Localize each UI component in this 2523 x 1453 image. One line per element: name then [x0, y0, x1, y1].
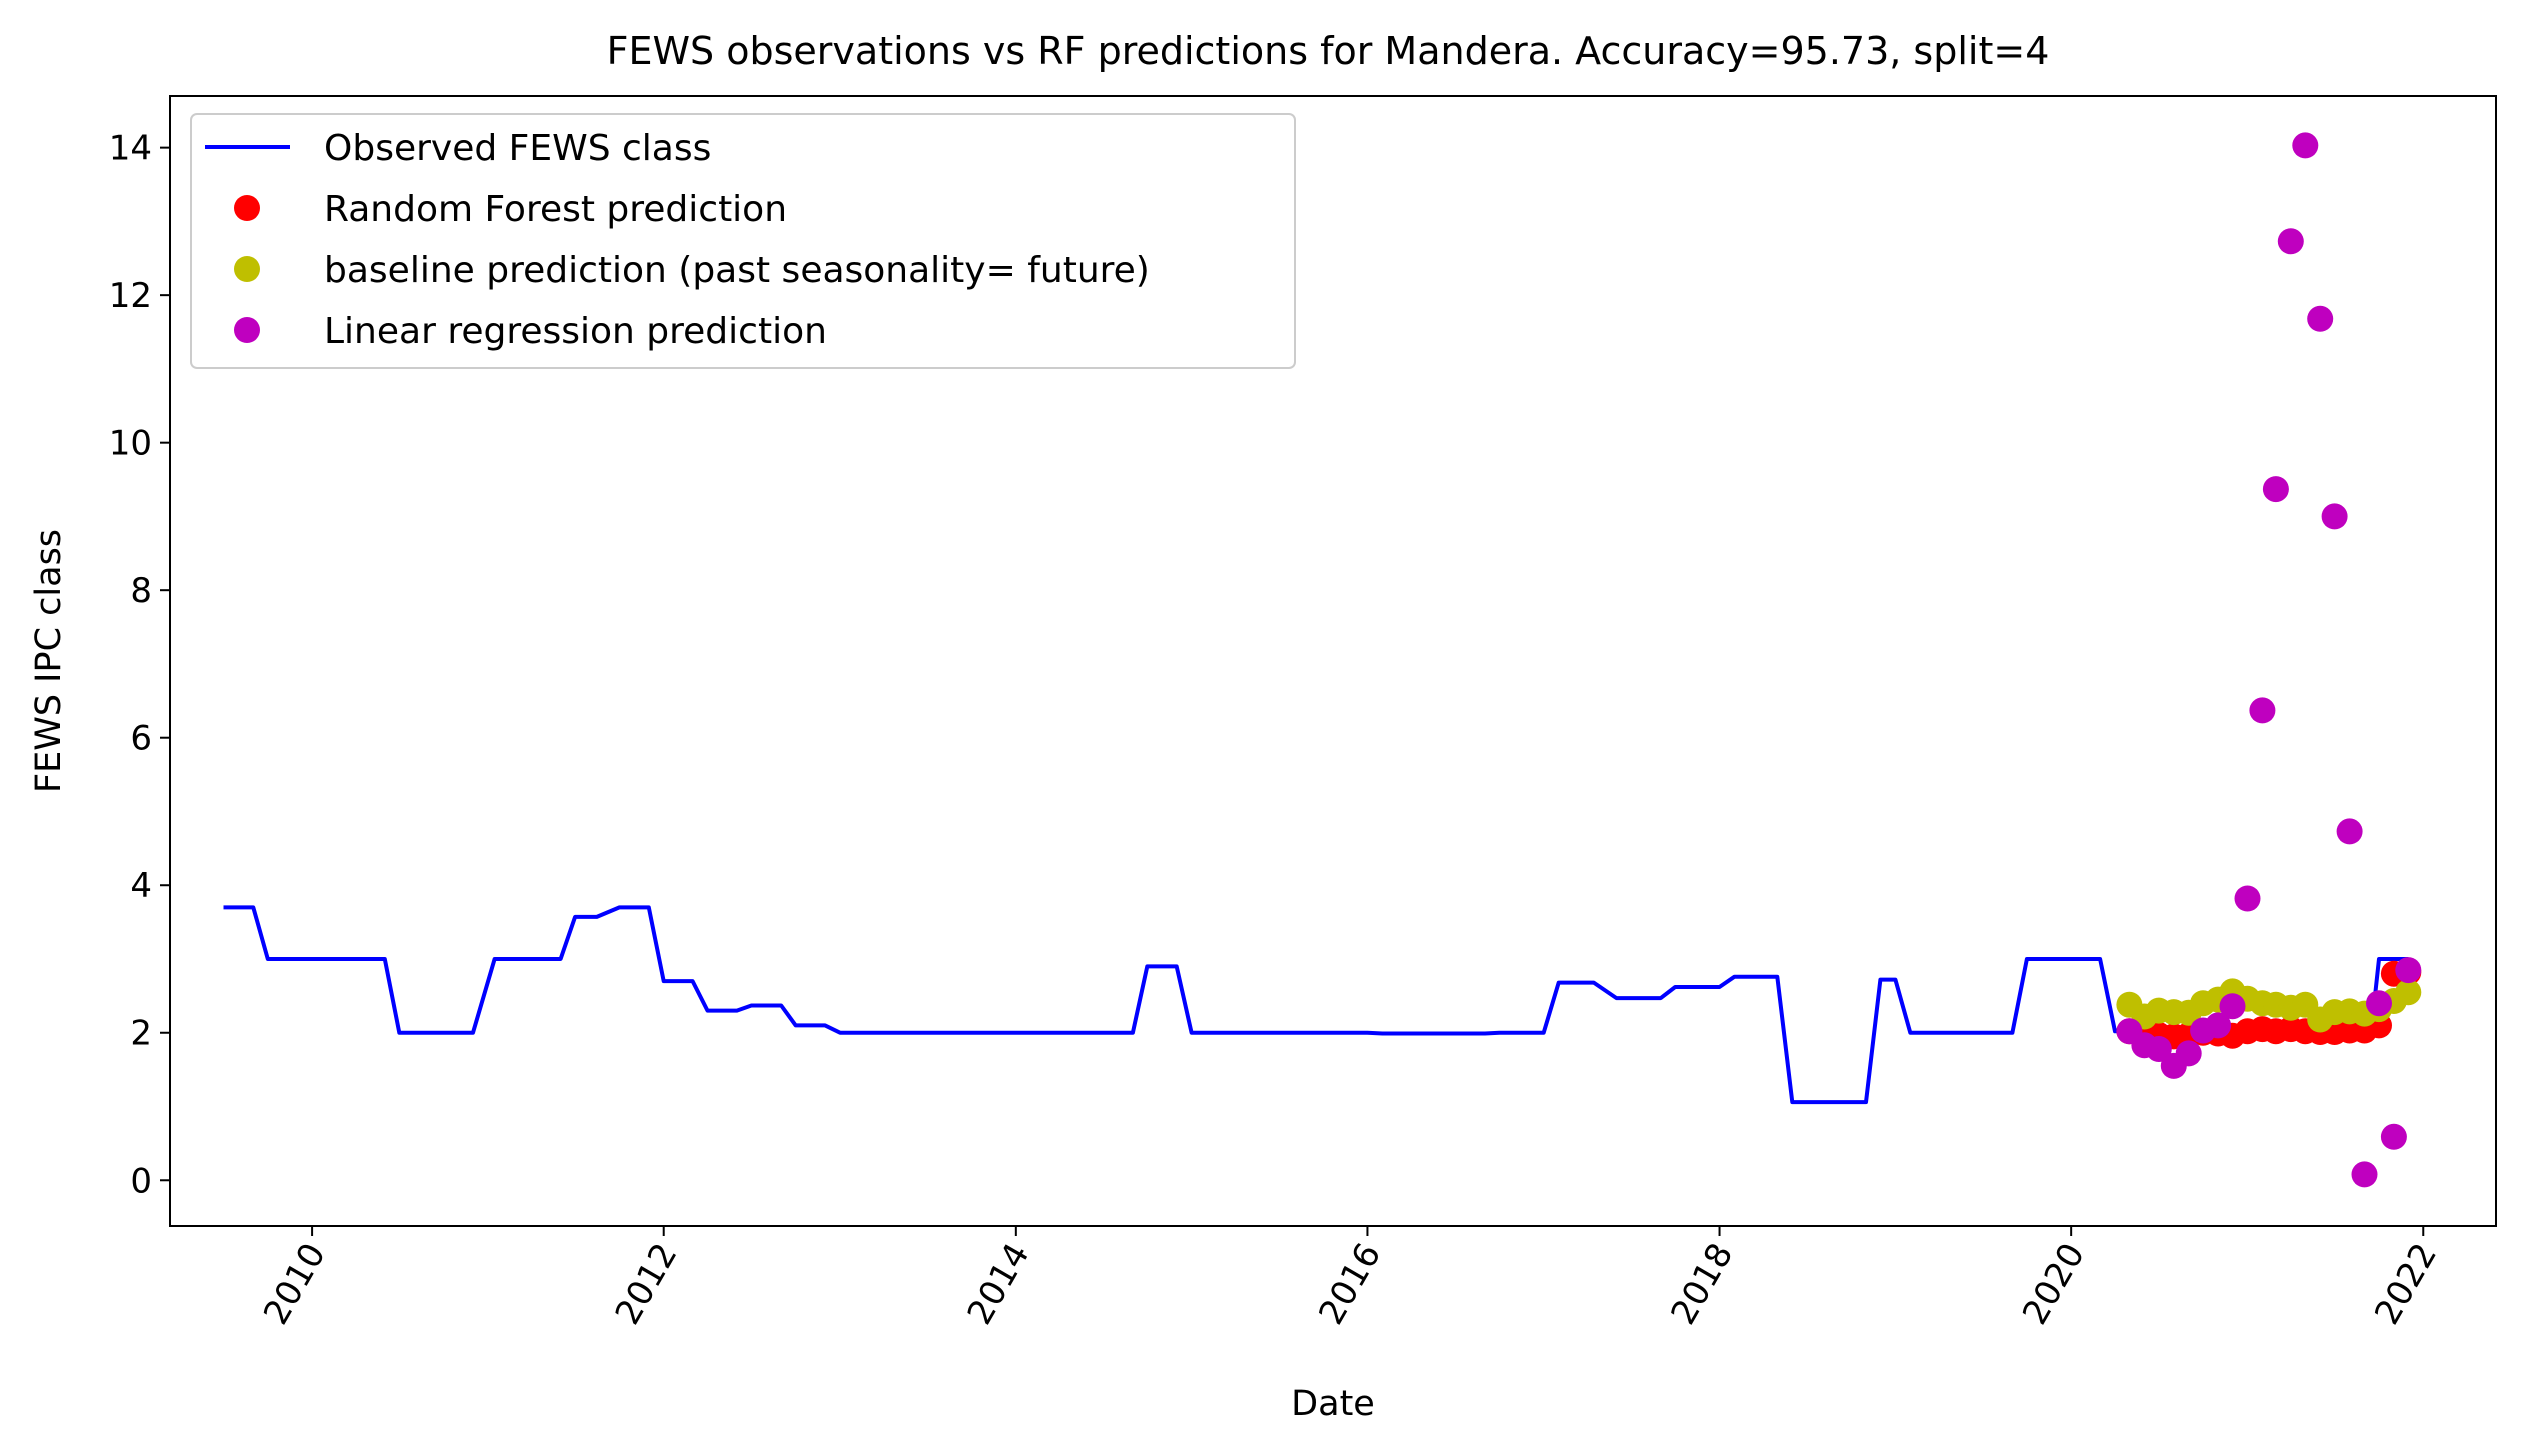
point-linear-regression-prediction: [2322, 503, 2348, 529]
y-tick-label: 4: [130, 866, 152, 906]
y-tick-label: 14: [109, 129, 152, 169]
point-linear-regression-prediction: [2292, 132, 2318, 158]
y-axis-label: FEWS IPC class: [29, 529, 69, 793]
y-tick-label: 2: [130, 1014, 152, 1054]
point-linear-regression-prediction: [2235, 886, 2261, 912]
legend-label-baseline: baseline prediction (past seasonality= f…: [324, 250, 1150, 291]
y-tick-label: 10: [109, 424, 152, 464]
y-tick-label: 12: [109, 276, 152, 316]
point-linear-regression-prediction: [2278, 228, 2304, 254]
legend-marker-random-forest: [234, 195, 260, 221]
x-axis-label: Date: [1291, 1384, 1375, 1424]
point-linear-regression-prediction: [2249, 697, 2275, 723]
y-tick-label: 6: [130, 719, 152, 759]
legend: Observed FEWS class Random Forest predic…: [191, 114, 1295, 368]
chart-title: FEWS observations vs RF predictions for …: [607, 29, 2050, 73]
y-tick-label: 0: [130, 1161, 152, 1201]
legend-marker-baseline: [234, 256, 260, 282]
point-linear-regression-prediction: [2263, 476, 2289, 502]
point-linear-regression-prediction: [2176, 1040, 2202, 1066]
point-baseline-prediction-past-seasonality-future: [2395, 979, 2421, 1005]
point-linear-regression-prediction: [2337, 818, 2363, 844]
legend-label-linear-regression: Linear regression prediction: [324, 311, 827, 352]
point-linear-regression-prediction: [2381, 1124, 2407, 1150]
point-linear-regression-prediction: [2307, 306, 2333, 332]
legend-marker-linear-regression: [234, 317, 260, 343]
point-linear-regression-prediction: [2395, 957, 2421, 983]
point-linear-regression-prediction: [2366, 990, 2392, 1016]
point-linear-regression-prediction: [2220, 993, 2246, 1019]
point-linear-regression-prediction: [2352, 1161, 2378, 1187]
legend-label-observed: Observed FEWS class: [324, 128, 711, 169]
legend-label-random-forest: Random Forest prediction: [324, 189, 787, 230]
y-tick-label: 8: [130, 571, 152, 611]
